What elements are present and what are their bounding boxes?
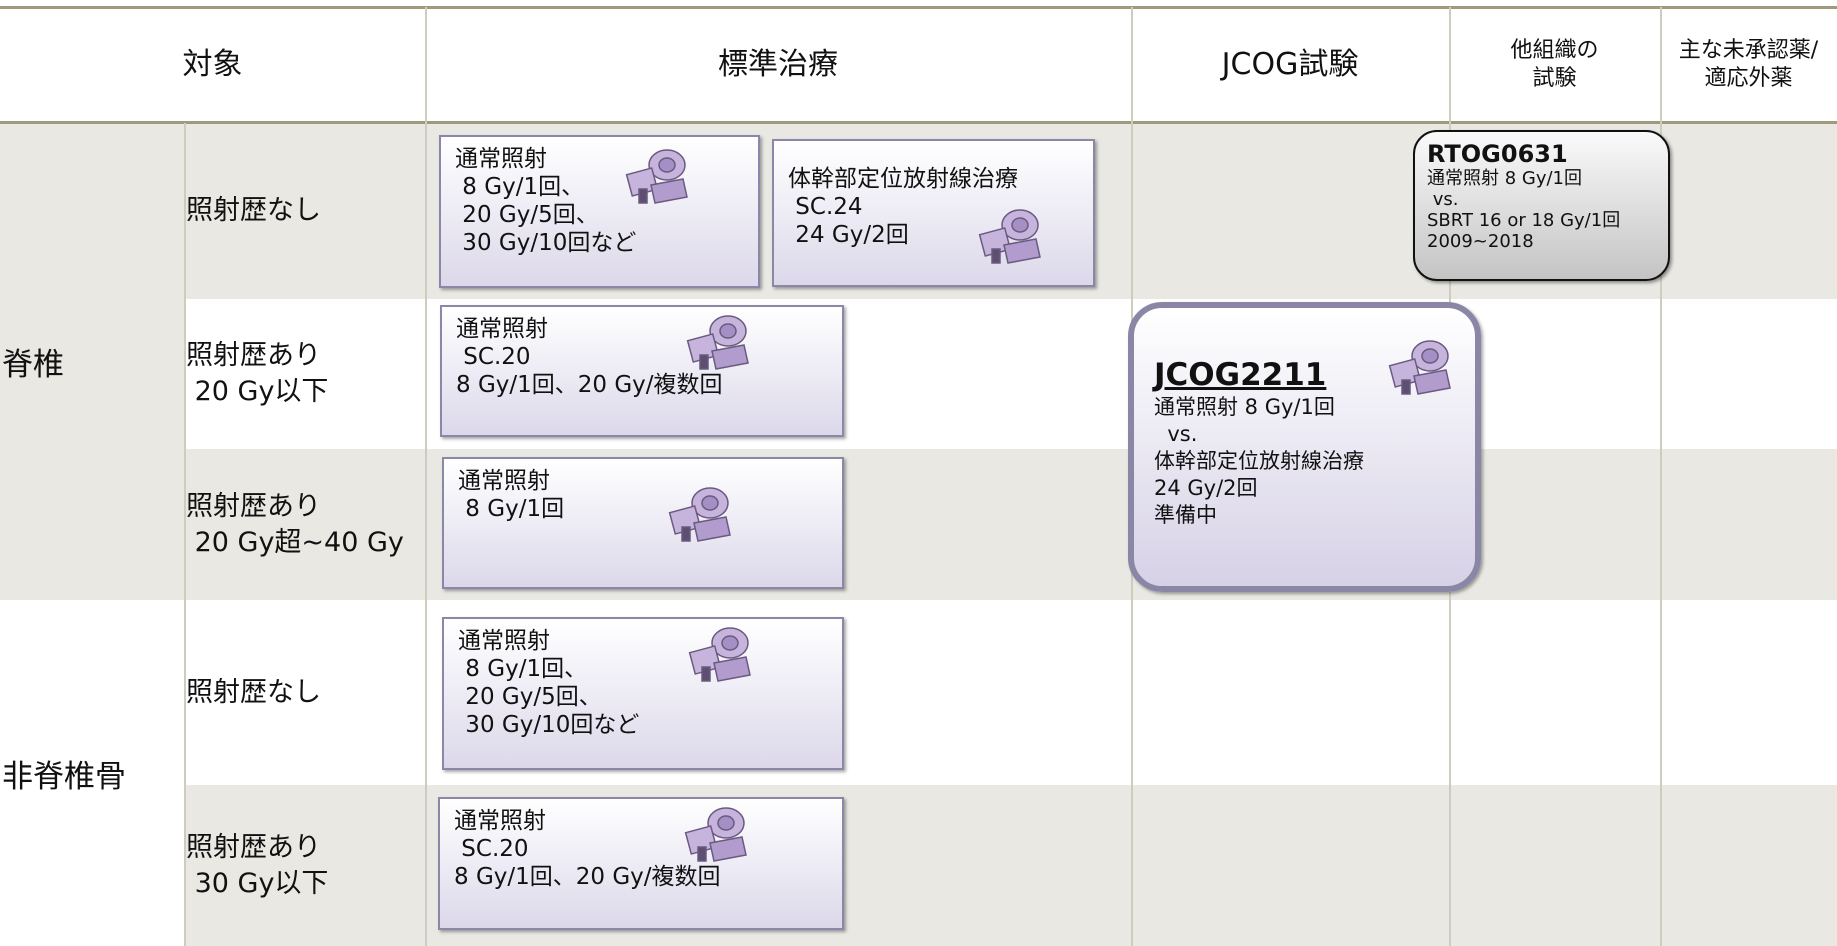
treatment-box: 体幹部定位放射線治療 SC.24 24 Gy/2回 xyxy=(772,139,1095,287)
condition: 照射歴なし xyxy=(186,600,424,785)
text-line: 通常照射 xyxy=(458,468,550,494)
header-text: 対象 xyxy=(182,47,243,82)
trial-id: RTOG0631 xyxy=(1427,140,1568,168)
condition: 照射歴なし xyxy=(186,123,424,299)
text-line: 2009~2018 xyxy=(1427,231,1534,252)
text-line: 30 Gy/10回など xyxy=(458,712,640,738)
header-cell: 対象 xyxy=(0,9,425,121)
col-line xyxy=(425,7,427,946)
header-text: 標準治療 xyxy=(718,47,838,82)
text-line: 8 Gy/1回 xyxy=(458,496,565,522)
text-line: 24 Gy/2回 xyxy=(788,222,909,248)
group-text: 非脊椎骨 xyxy=(2,758,126,795)
header-text: 試験 xyxy=(1532,66,1577,91)
condition-text: 20 Gy超~40 Gy xyxy=(186,526,404,558)
treatment-box: 通常照射 SC.20 8 Gy/1回、20 Gy/複数回 xyxy=(438,797,844,930)
text-line: SC.20 xyxy=(456,344,531,370)
condition-text: 照射歴なし xyxy=(186,676,321,708)
condition: 照射歴あり 30 Gy以下 xyxy=(186,785,424,946)
machine-icon xyxy=(668,487,731,542)
text-line: SC.24 xyxy=(788,194,863,220)
col-line xyxy=(184,123,186,946)
machine-icon xyxy=(686,315,749,370)
row-bg xyxy=(184,449,1837,600)
group-text: 脊椎 xyxy=(2,347,64,383)
header-text: 他組織の xyxy=(1510,38,1599,63)
text-line: SC.20 xyxy=(454,836,529,862)
header-cell: 標準治療 xyxy=(425,9,1131,121)
text-line: 8 Gy/1回、20 Gy/複数回 xyxy=(456,372,723,398)
text-line: 24 Gy/2回 xyxy=(1154,476,1258,500)
text-line: 30 Gy/10回など xyxy=(455,230,637,256)
text-line: 準備中 xyxy=(1154,503,1217,527)
other-trial-box: RTOG0631 通常照射 8 Gy/1回 vs. SBRT 16 or 18 Gy… xyxy=(1413,130,1670,281)
text-line: SBRT 16 or 18 Gy/1回 xyxy=(1427,210,1621,231)
text-line: 8 Gy/1回、 xyxy=(455,174,585,200)
header-cell: 主な未承認薬/適応外薬 xyxy=(1660,9,1837,121)
text-line: vs. xyxy=(1427,189,1459,210)
row-bg xyxy=(184,785,1837,946)
treatment-box: 通常照射 SC.20 8 Gy/1回、20 Gy/複数回 xyxy=(440,305,844,437)
machine-icon xyxy=(1388,340,1451,395)
text-line: vs. xyxy=(1154,422,1198,446)
header-cell: JCOG試験 xyxy=(1131,9,1449,121)
text-line: 通常照射 xyxy=(455,146,547,172)
group-label: 非脊椎骨 xyxy=(2,600,182,946)
header-cell: 他組織の 試験 xyxy=(1449,9,1660,121)
text-line: 8 Gy/1回、 xyxy=(458,656,588,682)
text-line: 8 Gy/1回、20 Gy/複数回 xyxy=(454,864,721,890)
header-text: 主な未承認薬/ xyxy=(1678,38,1819,63)
text-line: 20 Gy/5回、 xyxy=(455,202,599,228)
text-line: 体幹部定位放射線治療 xyxy=(1154,449,1364,473)
condition-text: 30 Gy以下 xyxy=(186,867,329,899)
row-bg xyxy=(184,600,1837,785)
machine-icon xyxy=(978,209,1041,264)
text-line: 通常照射 xyxy=(458,628,550,654)
jcog-box: JCOG2211 通常照射 8 Gy/1回 vs. 体幹部定位放射線治療 24 Gy/… xyxy=(1128,302,1481,592)
text-line: 通常照射 xyxy=(456,316,548,342)
condition: 照射歴あり 20 Gy以下 xyxy=(186,299,424,449)
text-line: 体幹部定位放射線治療 xyxy=(788,166,1018,192)
text-line: 通常照射 8 Gy/1回 xyxy=(1427,168,1583,189)
condition-text: 照射歴なし xyxy=(186,195,321,226)
condition-text: 20 Gy以下 xyxy=(186,376,329,407)
group-label: 脊椎 xyxy=(2,123,182,600)
treatment-box: 通常照射 8 Gy/1回、 20 Gy/5回、 30 Gy/10回など xyxy=(439,135,760,288)
group-bg xyxy=(0,123,184,600)
machine-icon xyxy=(684,807,747,862)
trial-id: JCOG2211 xyxy=(1154,357,1327,393)
condition-text: 照射歴あり xyxy=(186,831,321,863)
condition-text: 照射歴あり xyxy=(186,340,321,371)
text-line: 20 Gy/5回、 xyxy=(458,684,602,710)
condition-text: 照射歴あり xyxy=(186,490,321,522)
col-line xyxy=(1660,7,1662,946)
top-rule xyxy=(0,6,1837,9)
treatment-box: 通常照射 8 Gy/1回 xyxy=(442,457,844,589)
header-text: JCOG試験 xyxy=(1221,47,1359,82)
text-line: 通常照射 8 Gy/1回 xyxy=(1154,395,1335,419)
condition: 照射歴あり 20 Gy超~40 Gy xyxy=(186,449,424,600)
machine-icon xyxy=(625,149,688,204)
header-rule xyxy=(0,121,1837,124)
header-text: 適応外薬 xyxy=(1704,66,1793,91)
machine-icon xyxy=(688,627,751,682)
text-line: 通常照射 xyxy=(454,808,546,834)
treatment-box: 通常照射 8 Gy/1回、 20 Gy/5回、 30 Gy/10回など xyxy=(442,617,844,770)
row-bg xyxy=(184,299,1837,449)
